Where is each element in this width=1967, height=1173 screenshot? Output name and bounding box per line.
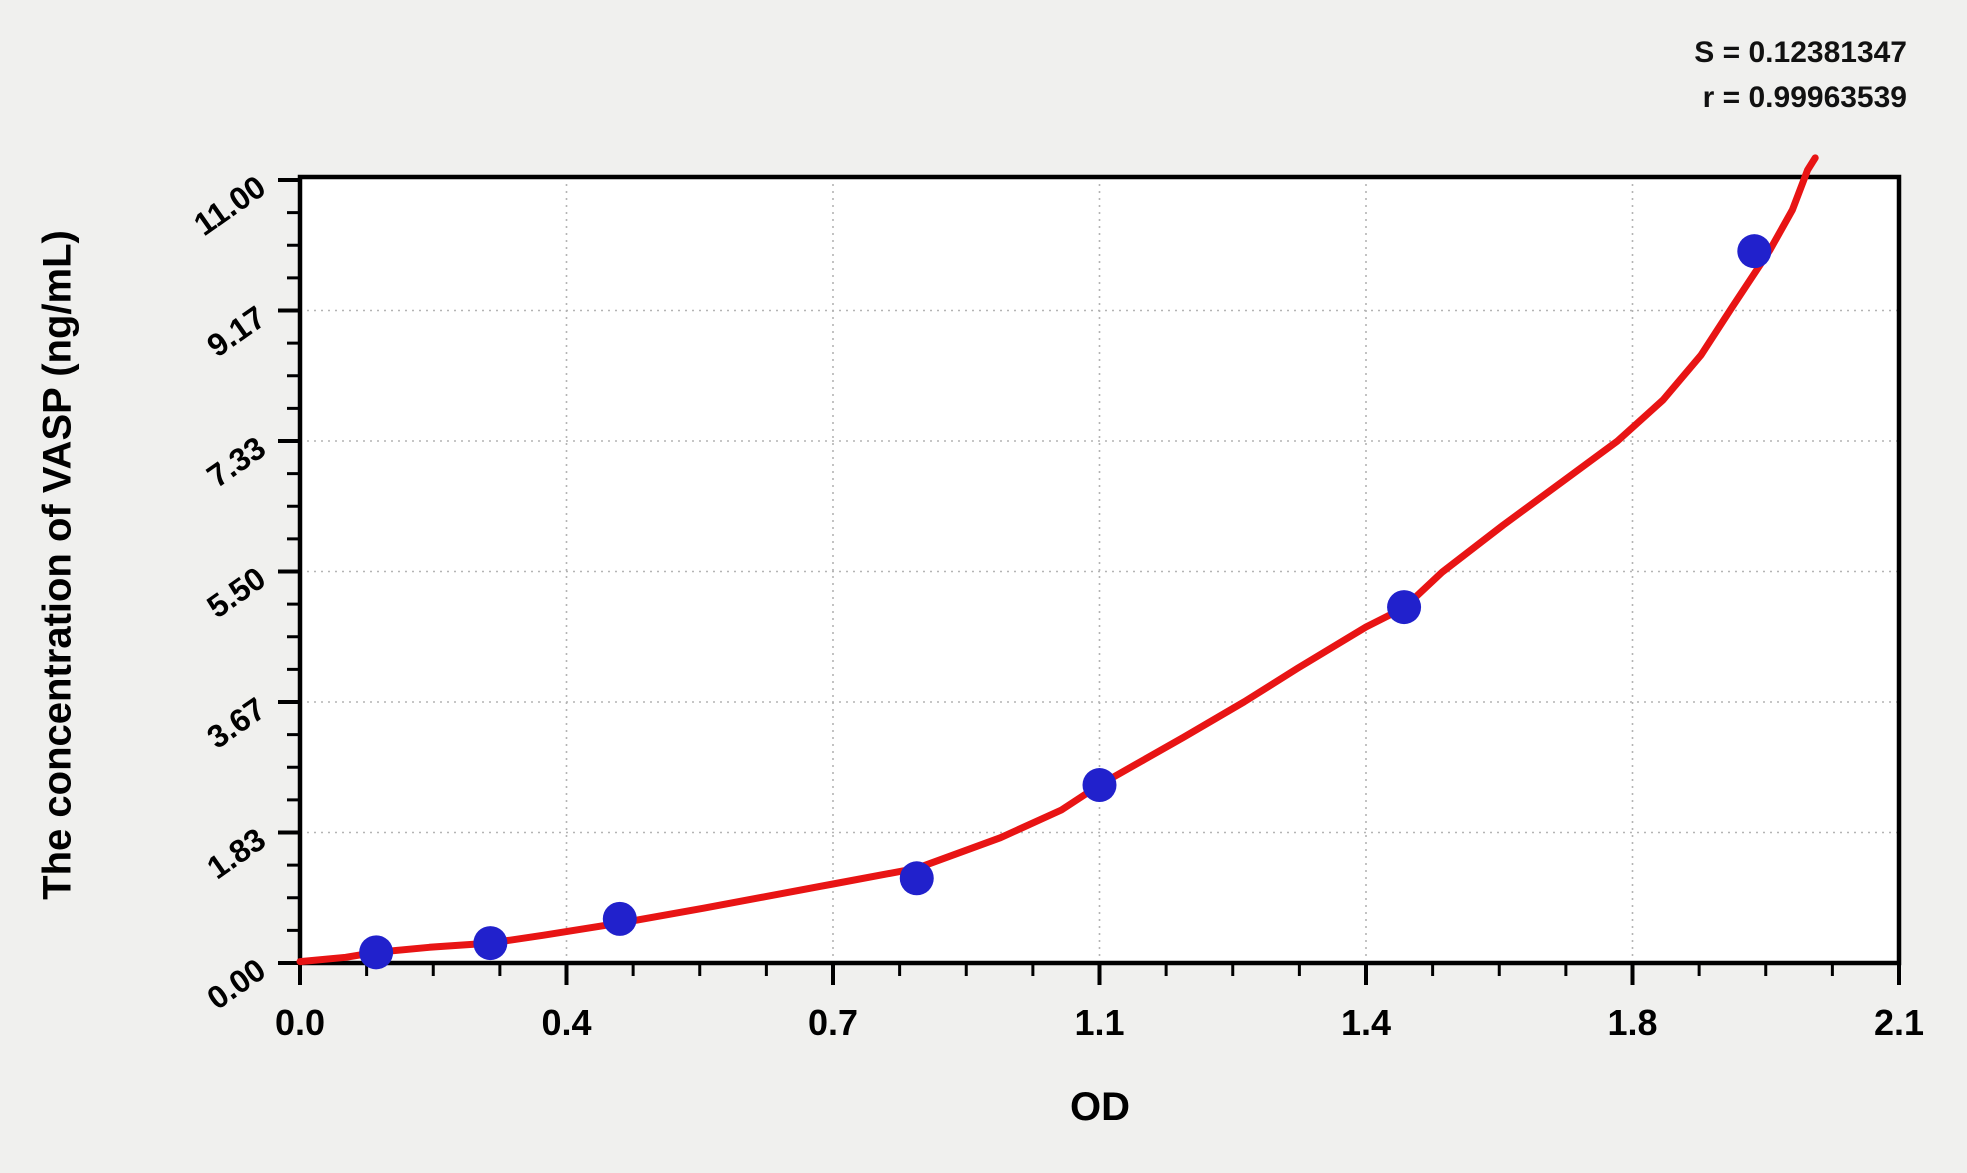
y-tick-label: 0.00 [200, 951, 272, 1016]
x-tick-label: 1.8 [1607, 1002, 1657, 1043]
data-point [1387, 590, 1422, 625]
data-point [473, 926, 508, 961]
x-tick-label: 2.1 [1874, 1002, 1924, 1043]
y-tick-label: 1.83 [200, 821, 272, 886]
fit-statistics: S = 0.12381347 r = 0.99963539 [1694, 30, 1907, 120]
y-tick-label: 11.00 [187, 168, 272, 242]
standard-curve-line [296, 154, 1819, 966]
x-tick-label: 0.0 [275, 1002, 325, 1043]
x-tick-labels: 0.0 0.4 0.7 1.1 1.4 1.8 2.1 [275, 1002, 1924, 1043]
x-tick-label: 1.4 [1341, 1002, 1391, 1043]
data-point [1082, 768, 1117, 803]
x-tick-label: 0.7 [808, 1002, 858, 1043]
stat-r-value: r = 0.99963539 [1702, 81, 1907, 114]
data-point [899, 861, 934, 896]
y-tick-label: 9.17 [200, 299, 272, 364]
data-point [602, 901, 637, 936]
y-tick-label: 7.33 [200, 429, 272, 494]
x-tick-label: 1.1 [1074, 1002, 1124, 1043]
y-axis-title: The concentration of VASP (ng/mL) [35, 230, 80, 900]
x-axis-title: OD [1070, 1085, 1130, 1129]
y-tick-labels: 0.00 1.83 3.67 5.50 7.33 9.17 11.00 [187, 168, 272, 1016]
standard-data-points [359, 234, 1772, 970]
gridlines [300, 177, 1899, 963]
plot-frame [297, 174, 1902, 966]
y-tick-label: 3.67 [200, 690, 272, 755]
data-point [1737, 234, 1772, 269]
x-tick-label: 0.4 [541, 1002, 591, 1043]
data-point [359, 935, 394, 970]
y-tick-label: 5.50 [200, 560, 272, 625]
stat-s-value: S = 0.12381347 [1694, 36, 1907, 69]
